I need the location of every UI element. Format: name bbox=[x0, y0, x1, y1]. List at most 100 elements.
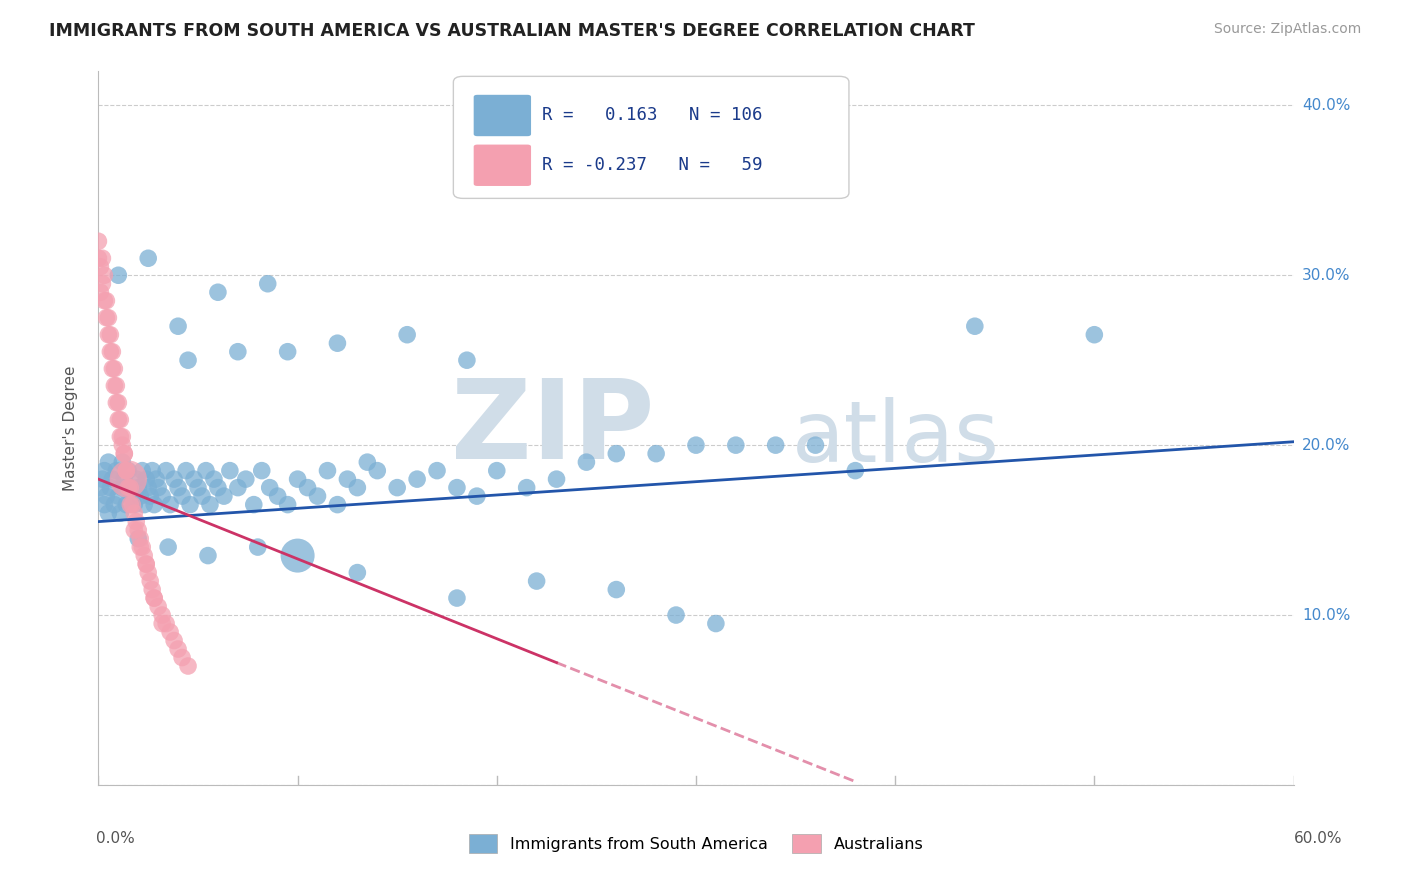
Point bbox=[93, 268, 115, 283]
Point bbox=[131, 464, 153, 478]
Point bbox=[87, 252, 110, 266]
Point bbox=[125, 515, 148, 529]
Point bbox=[97, 455, 120, 469]
Y-axis label: Master's Degree: Master's Degree bbox=[63, 366, 77, 491]
Text: Source: ZipAtlas.com: Source: ZipAtlas.com bbox=[1213, 22, 1361, 37]
Point bbox=[605, 447, 627, 461]
FancyBboxPatch shape bbox=[453, 77, 849, 198]
Point bbox=[127, 523, 149, 537]
Point bbox=[167, 319, 190, 334]
Text: 60.0%: 60.0% bbox=[1295, 831, 1343, 846]
Point bbox=[516, 481, 538, 495]
Point bbox=[112, 447, 135, 461]
Point bbox=[136, 566, 159, 580]
Point bbox=[155, 464, 177, 478]
Point bbox=[406, 472, 429, 486]
Point bbox=[326, 336, 349, 351]
Point bbox=[645, 447, 668, 461]
Point bbox=[765, 438, 787, 452]
Point bbox=[129, 489, 152, 503]
Point bbox=[143, 498, 166, 512]
Point bbox=[456, 353, 478, 368]
Point bbox=[139, 574, 162, 588]
Point bbox=[110, 506, 132, 520]
Point bbox=[103, 498, 125, 512]
Point bbox=[89, 481, 111, 495]
Point bbox=[143, 591, 166, 605]
Text: 10.0%: 10.0% bbox=[1302, 607, 1350, 623]
Point bbox=[101, 361, 124, 376]
Point bbox=[148, 481, 170, 495]
Point bbox=[93, 464, 115, 478]
Point bbox=[187, 481, 209, 495]
Point bbox=[207, 285, 229, 300]
Point bbox=[98, 327, 122, 342]
Point bbox=[212, 489, 235, 503]
Point bbox=[125, 472, 148, 486]
Text: 20.0%: 20.0% bbox=[1302, 438, 1350, 452]
Point bbox=[111, 481, 134, 495]
Point bbox=[91, 252, 114, 266]
Point bbox=[107, 268, 129, 283]
Point bbox=[96, 293, 118, 308]
Point bbox=[124, 498, 146, 512]
Point bbox=[177, 659, 200, 673]
Point bbox=[202, 472, 225, 486]
Point bbox=[136, 481, 159, 495]
Point bbox=[89, 260, 111, 274]
Point bbox=[101, 344, 124, 359]
Text: 30.0%: 30.0% bbox=[1302, 268, 1350, 283]
Point bbox=[546, 472, 568, 486]
Point bbox=[704, 616, 727, 631]
Point bbox=[107, 489, 129, 503]
Point bbox=[356, 455, 378, 469]
Text: 40.0%: 40.0% bbox=[1302, 98, 1350, 113]
Point bbox=[110, 430, 132, 444]
Point bbox=[446, 591, 468, 605]
Point bbox=[446, 481, 468, 495]
Point bbox=[117, 481, 139, 495]
Point bbox=[426, 464, 449, 478]
Point bbox=[157, 540, 180, 554]
Point bbox=[93, 498, 115, 512]
Point bbox=[150, 489, 173, 503]
Point bbox=[91, 277, 114, 291]
Point bbox=[226, 344, 249, 359]
Point bbox=[141, 582, 163, 597]
Point bbox=[98, 481, 122, 495]
Point bbox=[250, 464, 273, 478]
Point bbox=[163, 472, 186, 486]
Point bbox=[685, 438, 707, 452]
Point bbox=[96, 310, 118, 325]
Point bbox=[259, 481, 281, 495]
FancyBboxPatch shape bbox=[474, 145, 531, 186]
Point bbox=[97, 506, 120, 520]
Text: atlas: atlas bbox=[792, 397, 1000, 481]
Point bbox=[120, 481, 142, 495]
Point bbox=[336, 472, 359, 486]
Point bbox=[105, 395, 128, 409]
Point bbox=[963, 319, 986, 334]
Point bbox=[121, 489, 143, 503]
FancyBboxPatch shape bbox=[474, 95, 531, 136]
Point bbox=[665, 608, 688, 623]
Text: IMMIGRANTS FROM SOUTH AMERICA VS AUSTRALIAN MASTER'S DEGREE CORRELATION CHART: IMMIGRANTS FROM SOUTH AMERICA VS AUSTRAL… bbox=[49, 22, 976, 40]
Point bbox=[110, 412, 132, 426]
Point bbox=[145, 472, 167, 486]
Point bbox=[267, 489, 290, 503]
Point bbox=[87, 234, 110, 248]
Point bbox=[143, 591, 166, 605]
Point bbox=[307, 489, 329, 503]
Point bbox=[326, 498, 349, 512]
Point bbox=[172, 650, 194, 665]
Point bbox=[226, 481, 249, 495]
Point bbox=[135, 472, 157, 486]
Point bbox=[121, 498, 143, 512]
Point bbox=[93, 293, 115, 308]
Point bbox=[111, 438, 134, 452]
Point bbox=[167, 481, 190, 495]
Point bbox=[105, 378, 128, 392]
Point bbox=[155, 616, 177, 631]
Text: 0.0%: 0.0% bbox=[96, 831, 135, 846]
Point bbox=[124, 523, 146, 537]
